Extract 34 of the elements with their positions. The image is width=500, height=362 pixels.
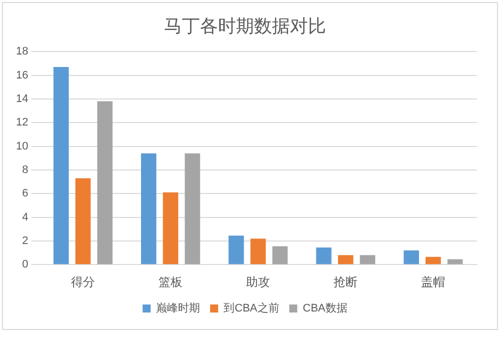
chart-title: 马丁各时期数据对比 [164,16,326,36]
bar [228,236,244,264]
x-tick-label: 盖帽 [421,275,446,290]
bar [360,255,376,264]
y-tick-label: 6 [22,188,28,200]
y-tick-label: 18 [16,46,28,58]
x-tick-label: 得分 [71,275,96,290]
bar [53,66,69,264]
bar [162,192,178,264]
bar [141,153,156,264]
bar [447,259,463,264]
y-tick-label: 12 [16,116,28,129]
bar [184,153,200,264]
y-tick-label: 0 [22,258,28,271]
bar [272,246,288,264]
legend-label: CBA数据 [302,302,348,315]
bar [97,101,113,264]
y-tick-label: 14 [16,92,28,105]
legend-label: 到CBA之前 [224,302,280,315]
x-tick-label: 篮板 [158,275,183,290]
bar [404,250,419,264]
bar [316,247,332,264]
bar [250,238,266,264]
bar [75,178,91,264]
x-tick-label: 抢断 [334,275,358,290]
y-tick-label: 16 [16,69,28,82]
y-tick-label: 4 [22,211,28,224]
y-tick-label: 8 [22,164,28,176]
bar [426,256,441,264]
y-tick-label: 10 [16,140,28,152]
x-tick-label: 助攻 [246,275,270,290]
legend-label: 巅峰时期 [156,302,200,315]
bar [338,255,354,264]
y-tick-label: 2 [22,234,28,247]
